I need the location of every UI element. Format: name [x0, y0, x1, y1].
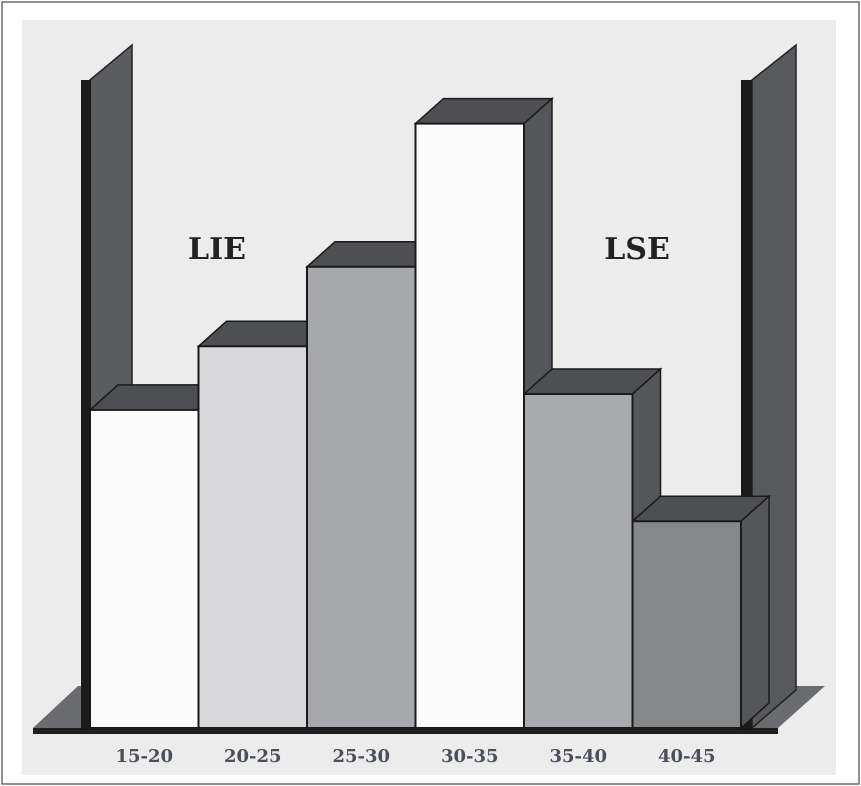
bar-front	[89, 408, 200, 729]
floor-front	[33, 728, 778, 734]
bar-front	[197, 345, 308, 729]
upper-limit-post-front	[741, 80, 752, 730]
bar-front	[523, 393, 634, 729]
category-labels-group: 15-20 20-25 25-30 30-35 35-40 40-45	[115, 746, 715, 767]
bar-side	[740, 494, 770, 730]
bar-front	[414, 122, 525, 730]
category-label: 30-35	[441, 746, 499, 767]
lower-limit-post-front	[81, 80, 91, 730]
category-label: 25-30	[332, 746, 390, 767]
bar-40-45	[630, 494, 771, 730]
category-label: 35-40	[549, 746, 607, 767]
category-label: 40-45	[658, 746, 716, 767]
category-label: 15-20	[115, 746, 173, 767]
bar-front	[306, 265, 417, 729]
category-label: 20-25	[224, 746, 282, 767]
bar-front	[631, 520, 742, 729]
upper-limit-label: LSE	[604, 232, 670, 267]
bars-group	[88, 96, 771, 730]
lower-limit-label: LIE	[188, 232, 246, 267]
